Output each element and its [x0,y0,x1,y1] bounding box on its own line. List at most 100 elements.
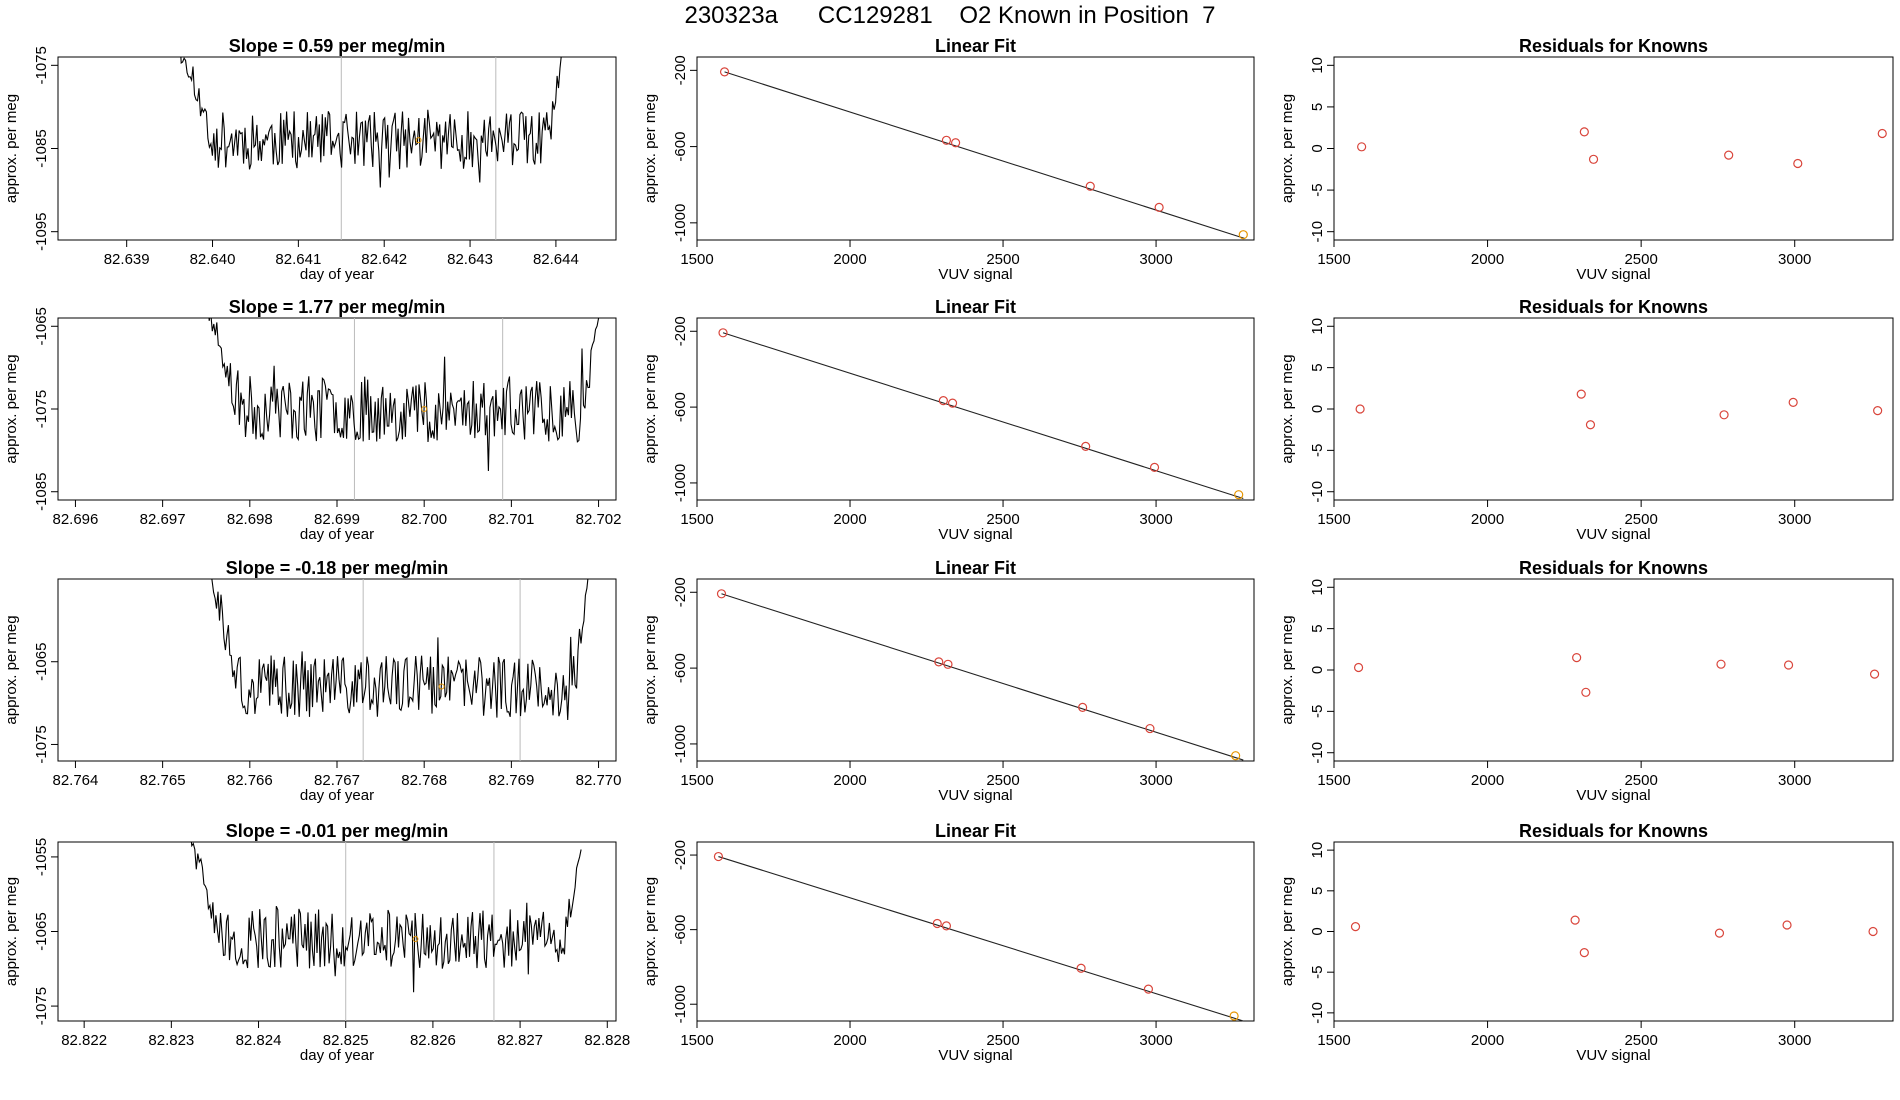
time-series-2-xlabel: day of year [300,787,374,804]
residuals-3-ytick-label: 5 [1309,887,1326,895]
residuals-2-xtick-label: 2000 [1471,772,1504,789]
time-series-2-xtick-label: 82.768 [401,772,447,789]
residuals-2-ylabel: approx. per meg [1279,615,1296,724]
linear-fit-1-fit-line [722,332,1244,500]
residuals-1-data-point [1585,420,1596,430]
linear-fit-3-xtick-label: 3000 [1139,1032,1172,1049]
linear-fit-2-xtick-label: 2500 [986,772,1019,789]
residuals-0-ytick-label: 5 [1309,103,1326,111]
residuals-3-data-point [1868,926,1878,937]
time-series-3-ytick-label: -1075 [33,987,50,1025]
linear-fit-0-xtick-label: 2500 [986,251,1019,268]
time-series-2-xtick-label: 82.766 [227,772,273,789]
residuals-1-data-point [1719,410,1729,420]
linear-fit-0-data-point [941,135,952,145]
residuals-2-data-point [1353,662,1364,673]
time-series-2-title: Slope = -0.18 per meg/min [226,558,449,578]
residuals-1-xtick-label: 3000 [1778,511,1811,528]
time-series-1-ytick-label: -1065 [33,307,50,345]
linear-fit-3-data-point [713,851,724,862]
time-series-1-ylabel: approx. per meg [3,354,20,463]
residuals-0-data-point [1793,158,1803,169]
time-series-1-highlight-point [421,406,428,412]
time-series-1-ytick-label: -1075 [33,390,50,428]
linear-fit-0-data-point [1154,202,1164,213]
residuals-2-data-point [1572,652,1582,663]
residuals-0-ytick-label: -5 [1309,183,1326,196]
linear-fit-1-data-point [938,396,948,406]
time-series-1-xtick-label: 82.702 [576,511,622,528]
residuals-0-xtick-label: 2000 [1471,251,1504,268]
residuals-3-data-point [1570,915,1580,925]
linear-fit-2-xtick-label: 1500 [680,772,713,789]
residuals-1-ytick-label: 5 [1309,363,1326,371]
linear-fit-3-xlabel: VUV signal [938,1047,1012,1064]
residuals-0-data-point [1877,128,1887,139]
linear-fit-0-ylabel: approx. per meg [642,94,659,203]
linear-fit-0-xtick-label: 3000 [1139,251,1172,268]
residuals-2-frame [1333,578,1894,762]
linear-fit-0-xlabel: VUV signal [938,266,1012,283]
residuals-2-xtick-label: 3000 [1778,772,1811,789]
residuals-1-title: Residuals for Knowns [1519,297,1708,317]
residuals-2-ytick-label: -5 [1309,705,1326,718]
residuals-1-ytick-label: -10 [1309,481,1326,503]
linear-fit-3-data-point [1143,984,1154,994]
residuals-3-xlabel: VUV signal [1576,1047,1650,1064]
linear-fit-2-ytick-label: -1000 [672,725,689,763]
time-series-3-ylabel: approx. per meg [3,877,20,986]
linear-fit-3-fit-line [718,856,1244,1022]
time-series-3-xtick-label: 82.828 [584,1032,630,1049]
time-series-2-xtick-label: 82.770 [576,772,622,789]
residuals-2-ytick-label: 10 [1309,579,1326,596]
residuals-3-ylabel: approx. per meg [1279,877,1296,986]
linear-fit-0-data-point [1085,181,1095,191]
residuals-0-data-point [1579,127,1589,137]
linear-fit-3-ylabel: approx. per meg [642,877,659,986]
time-series-0-ylabel: approx. per meg [3,94,20,203]
residuals-3-xtick-label: 3000 [1778,1032,1811,1049]
residuals-0-frame [1333,56,1894,241]
time-series-2-ylabel: approx. per meg [3,615,20,724]
time-series-3-title: Slope = -0.01 per meg/min [226,821,449,841]
linear-fit-3-title: Linear Fit [935,821,1016,841]
time-series-2-ytick-label: -1065 [33,643,50,681]
linear-fit-2-title: Linear Fit [935,558,1016,578]
time-series-2-xtick-label: 82.767 [314,772,360,789]
linear-fit-0-frame [696,56,1255,241]
time-series-1-xtick-label: 82.698 [227,511,273,528]
time-series-0-xtick-label: 82.644 [533,251,579,268]
linear-fit-1-xlabel: VUV signal [938,526,1012,543]
residuals-3-xtick-label: 2500 [1624,1032,1657,1049]
time-series-3-xtick-label: 82.825 [323,1032,369,1049]
residuals-2-ytick-label: -10 [1309,742,1326,764]
residuals-2-data-point [1581,687,1591,697]
linear-fit-0-title: Linear Fit [935,36,1016,56]
residuals-2-title: Residuals for Knowns [1519,558,1708,578]
linear-fit-2-data-point [1078,702,1088,712]
linear-fit-1-xtick-label: 2000 [833,511,866,528]
time-series-3-xlabel: day of year [300,1047,374,1064]
linear-fit-3-ytick-label: -600 [672,915,689,945]
linear-fit-0-ytick-label: -600 [672,132,689,162]
linear-fit-1-data-point [1234,490,1244,500]
time-series-1-xtick-label: 82.696 [52,511,98,528]
linear-fit-2-frame [696,578,1255,762]
time-series-0-ytick-label: -1085 [33,129,50,167]
linear-fit-1-xtick-label: 3000 [1139,511,1172,528]
time-series-2-xtick-label: 82.769 [488,772,534,789]
linear-fit-1-data-point [1149,462,1160,472]
time-series-0-ytick-label: -1075 [33,46,50,84]
linear-fit-1-data-point [718,328,728,338]
linear-fit-1-title: Linear Fit [935,297,1016,317]
residuals-1-data-point [1873,406,1883,416]
linear-fit-0-data-point [951,138,961,148]
linear-fit-2-ytick-label: -200 [672,577,689,607]
linear-fit-3-data-point [932,918,942,929]
time-series-3-ytick-label: -1065 [33,912,50,950]
residuals-3-title: Residuals for Knowns [1519,821,1708,841]
residuals-0-ylabel: approx. per meg [1279,94,1296,203]
residuals-0-xtick-label: 3000 [1778,251,1811,268]
linear-fit-2-fit-line [721,593,1244,761]
